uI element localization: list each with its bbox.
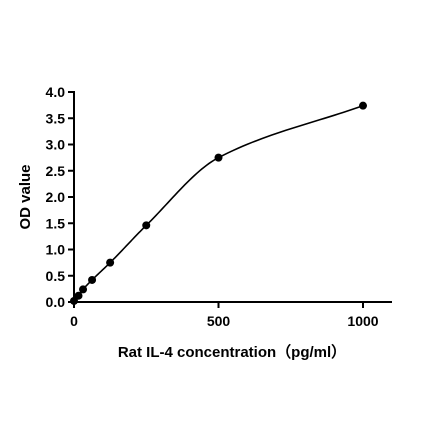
x-tick-label: 1000 (347, 313, 378, 329)
x-axis-title: Rat IL-4 concentration（pg/ml） (118, 343, 346, 361)
data-point (106, 258, 115, 267)
y-tick-label: 4.0 (46, 84, 66, 100)
axis-labels: OD value Rat IL-4 concentration（pg/ml） (17, 164, 346, 361)
fit-curve-group (73, 104, 364, 302)
y-tick-label: 2.0 (46, 189, 66, 205)
y-tick-label: 0.5 (46, 268, 66, 284)
fit-curve (73, 104, 364, 302)
x-tick-label: 500 (207, 313, 231, 329)
y-tick-label: 1.0 (46, 242, 66, 258)
y-tick-label: 1.5 (46, 215, 66, 231)
y-axis-title: OD value (17, 164, 34, 229)
data-point (79, 285, 88, 294)
data-point (214, 153, 223, 162)
data-point (359, 101, 367, 110)
x-tick-label: 0 (70, 313, 78, 329)
y-tick-label: 2.5 (46, 163, 66, 179)
axes: 0.0 0.5 1.0 1.5 2.0 2.5 3.0 3.5 4.0 0 500 1000 (46, 84, 392, 329)
data-point (74, 291, 83, 300)
data-point (88, 275, 97, 284)
data-point (142, 221, 151, 230)
y-tick-label: 3.5 (46, 110, 66, 126)
data-points (70, 101, 367, 305)
y-tick-label: 3.0 (46, 137, 66, 153)
y-tick-label: 0.0 (46, 294, 66, 310)
data-point (70, 296, 78, 305)
